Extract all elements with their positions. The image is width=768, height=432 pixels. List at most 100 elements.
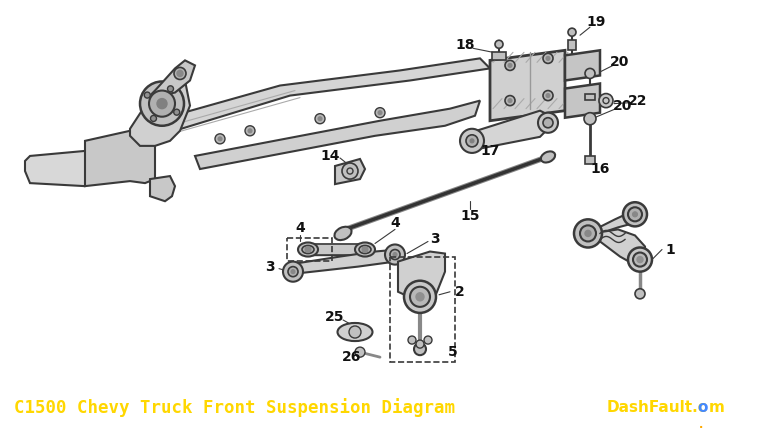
Circle shape — [362, 247, 368, 253]
Polygon shape — [490, 50, 565, 121]
Circle shape — [543, 118, 553, 128]
Circle shape — [628, 207, 642, 221]
Circle shape — [385, 245, 405, 265]
Circle shape — [599, 94, 613, 108]
Ellipse shape — [337, 323, 372, 341]
Circle shape — [580, 226, 596, 241]
Polygon shape — [85, 129, 155, 186]
Text: DashFault.c: DashFault.c — [607, 400, 707, 415]
Text: m: m — [709, 400, 725, 415]
Circle shape — [543, 91, 553, 101]
Circle shape — [144, 92, 151, 98]
Circle shape — [349, 326, 361, 338]
Circle shape — [414, 343, 426, 355]
Circle shape — [288, 267, 298, 276]
Circle shape — [140, 82, 184, 126]
Bar — [568, 40, 576, 50]
Text: 17: 17 — [480, 144, 500, 158]
Circle shape — [177, 70, 183, 76]
Text: 4: 4 — [390, 216, 400, 230]
Circle shape — [585, 230, 591, 236]
Text: 2: 2 — [455, 285, 465, 299]
Polygon shape — [155, 58, 490, 133]
Circle shape — [637, 257, 643, 263]
Circle shape — [215, 134, 225, 144]
Circle shape — [633, 212, 637, 217]
Ellipse shape — [334, 227, 352, 240]
Circle shape — [157, 98, 167, 109]
Circle shape — [174, 67, 186, 79]
Circle shape — [424, 336, 432, 344]
Text: 19: 19 — [586, 15, 606, 29]
Text: C1500 Chevy Truck Front Suspension Diagram: C1500 Chevy Truck Front Suspension Diagr… — [14, 398, 455, 416]
Text: o: o — [697, 400, 708, 415]
Circle shape — [538, 113, 558, 133]
Text: 25: 25 — [326, 310, 345, 324]
Circle shape — [318, 117, 322, 121]
Circle shape — [149, 91, 175, 117]
Circle shape — [546, 56, 550, 60]
Text: 16: 16 — [591, 162, 610, 176]
Polygon shape — [130, 76, 190, 146]
Circle shape — [495, 40, 503, 48]
Circle shape — [585, 68, 595, 79]
Text: 15: 15 — [460, 210, 480, 223]
Circle shape — [355, 347, 365, 357]
Polygon shape — [335, 159, 365, 184]
Text: 20: 20 — [611, 55, 630, 70]
Polygon shape — [285, 250, 402, 273]
Bar — [585, 94, 595, 100]
Bar — [585, 156, 595, 164]
Ellipse shape — [355, 242, 375, 257]
Text: 5: 5 — [448, 345, 458, 359]
Text: 18: 18 — [455, 38, 475, 52]
Circle shape — [568, 28, 576, 36]
Circle shape — [291, 270, 295, 273]
Circle shape — [218, 137, 222, 141]
Circle shape — [342, 163, 358, 179]
Circle shape — [416, 293, 424, 301]
Polygon shape — [565, 50, 600, 80]
Circle shape — [378, 111, 382, 115]
Ellipse shape — [359, 245, 371, 254]
Polygon shape — [25, 151, 95, 186]
Text: 22: 22 — [628, 94, 647, 108]
Bar — [309, 245, 364, 254]
Circle shape — [633, 253, 647, 267]
Circle shape — [248, 129, 252, 133]
Circle shape — [543, 53, 553, 64]
Circle shape — [505, 95, 515, 106]
Circle shape — [408, 336, 416, 344]
Ellipse shape — [298, 242, 318, 257]
Circle shape — [505, 60, 515, 70]
Bar — [492, 52, 506, 60]
Circle shape — [546, 94, 550, 98]
Circle shape — [375, 108, 385, 118]
Circle shape — [151, 115, 157, 121]
Text: 4: 4 — [295, 221, 305, 235]
Circle shape — [466, 135, 478, 147]
Circle shape — [315, 114, 325, 124]
Circle shape — [623, 202, 647, 226]
Ellipse shape — [302, 245, 314, 254]
Polygon shape — [565, 83, 600, 118]
Circle shape — [508, 98, 512, 103]
Polygon shape — [150, 60, 195, 95]
Polygon shape — [590, 229, 645, 267]
Polygon shape — [398, 251, 445, 302]
Polygon shape — [195, 101, 480, 169]
Circle shape — [390, 250, 400, 260]
Text: 14: 14 — [320, 149, 339, 163]
Circle shape — [305, 247, 311, 253]
Circle shape — [584, 113, 596, 125]
Text: 20: 20 — [614, 98, 633, 113]
Ellipse shape — [541, 151, 555, 162]
Text: 26: 26 — [343, 350, 362, 364]
Bar — [287, 238, 332, 260]
Text: 1: 1 — [665, 242, 675, 257]
Bar — [390, 257, 455, 362]
Circle shape — [174, 109, 180, 115]
Text: .: . — [699, 419, 703, 429]
Circle shape — [635, 289, 645, 299]
Circle shape — [416, 340, 424, 348]
